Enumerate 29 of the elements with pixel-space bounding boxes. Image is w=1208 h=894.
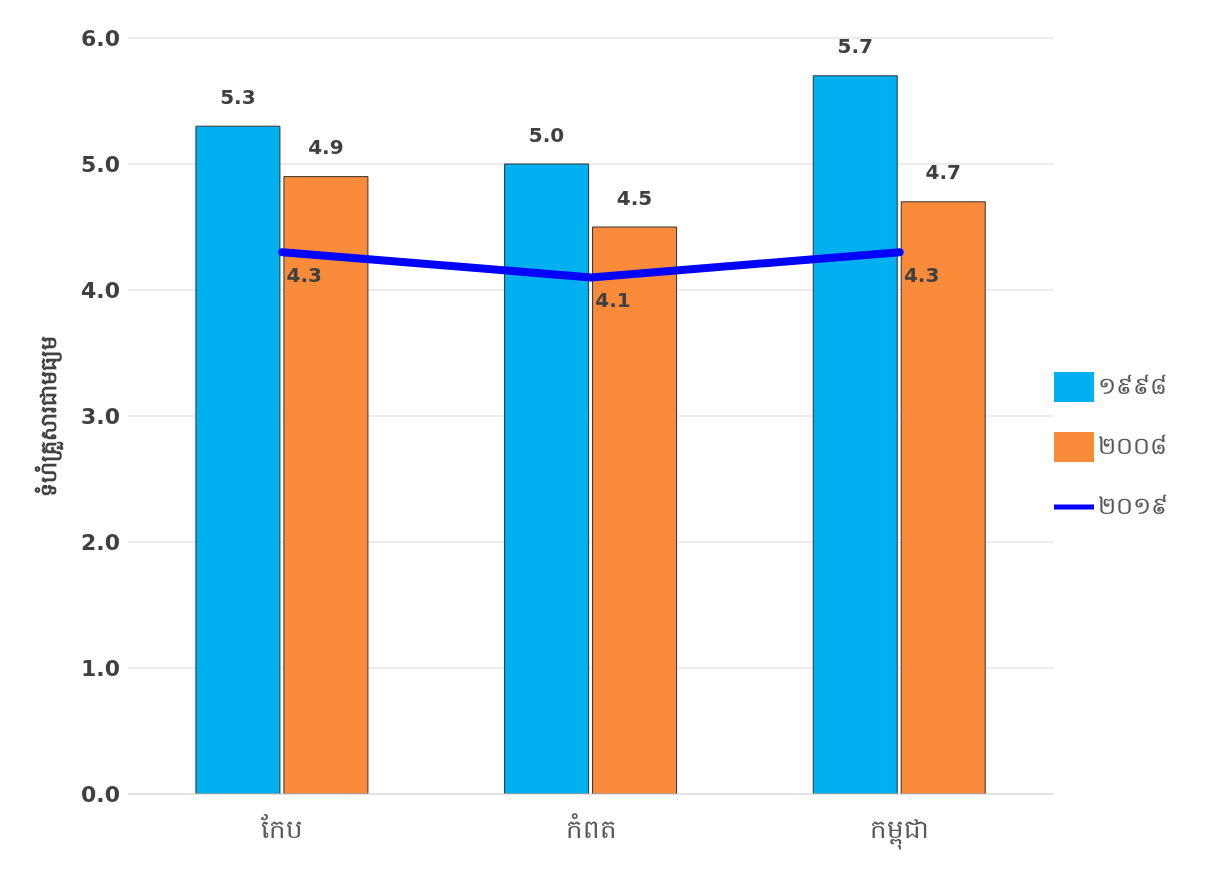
y-tick-label: 3.0 <box>81 403 120 429</box>
legend-label: ២០១៩ <box>1098 492 1168 520</box>
x-tick-label: កែប <box>261 813 304 845</box>
bar <box>195 125 281 794</box>
y-tick-label: 6.0 <box>81 25 120 51</box>
data-label: 4.9 <box>308 135 344 160</box>
y-tick-label: 1.0 <box>81 655 120 681</box>
data-label: 5.7 <box>837 34 873 59</box>
data-label: 5.3 <box>220 84 256 109</box>
x-tick-label: កំពត <box>565 813 617 845</box>
y-tick-label: 2.0 <box>81 529 120 555</box>
data-label: 5.0 <box>528 122 565 147</box>
y-tick-label: 0.0 <box>81 781 120 807</box>
bar <box>812 75 898 794</box>
x-tick-label: កម្ពុជា <box>870 814 930 851</box>
bar <box>504 163 590 794</box>
y-tick-label: 5.0 <box>81 151 120 177</box>
data-label: 4.3 <box>903 262 940 287</box>
legend-label: ២០០៨ <box>1098 432 1167 460</box>
y-axis-title: ទំហំគ្រួសារជាមធ្យម <box>33 335 64 497</box>
bar <box>592 226 678 794</box>
data-label: 4.5 <box>616 185 653 210</box>
bar <box>900 201 986 794</box>
legend-label: ១៩៩៨ <box>1098 372 1167 400</box>
data-label: 4.1 <box>595 287 631 312</box>
data-label: 4.7 <box>925 160 961 185</box>
data-label: 4.3 <box>286 262 323 287</box>
y-tick-label: 4.0 <box>81 277 120 303</box>
bar <box>283 176 369 794</box>
